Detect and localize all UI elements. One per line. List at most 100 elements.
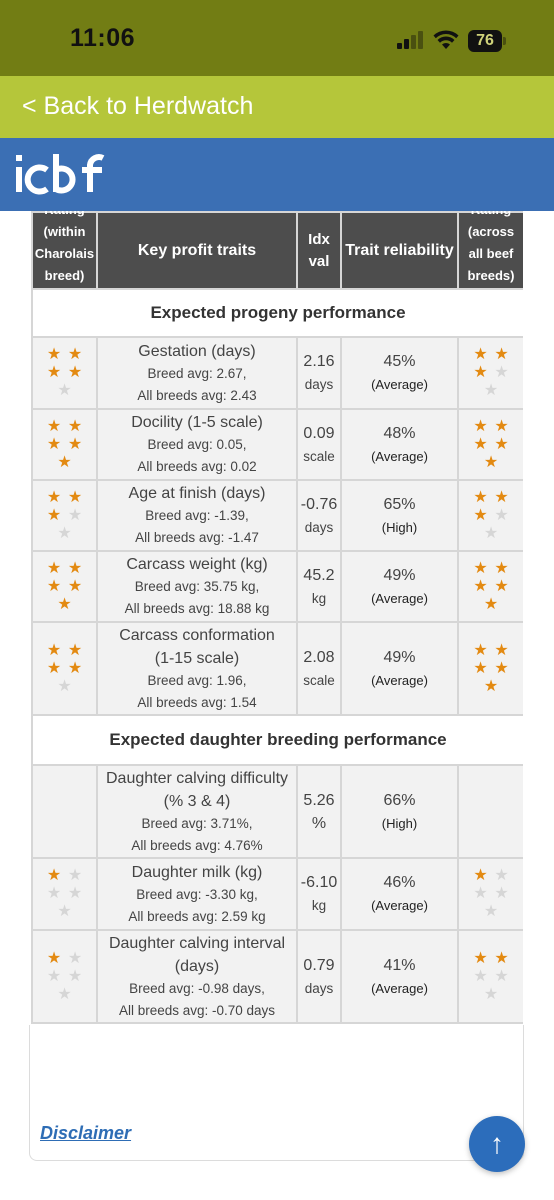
star-empty-icon: ★ <box>473 885 488 902</box>
star-filled-icon: ★ <box>494 488 509 506</box>
star-empty-icon: ★ <box>67 867 83 884</box>
trait-cell: Daughter calving difficulty (% 3 & 4) Bree… <box>96 764 298 859</box>
rating-within-breed-stars: ★ ★ ★ ★ ★ <box>42 418 88 472</box>
disclaimer-link[interactable]: Disclaimer <box>40 1123 132 1143</box>
trait-name: (1-15 scale) <box>154 649 240 667</box>
trait-row: ★ ★ ★ ★ ★ Daughter calving interval (days) Bree… <box>31 929 523 1024</box>
breed-average: Breed avg: 1.96, <box>147 672 247 688</box>
star-empty-icon: ★ <box>494 885 509 902</box>
star-empty-icon: ★ <box>494 867 509 884</box>
trait-cell: Carcass conformation (1-15 scale) Breed av… <box>96 621 298 716</box>
star-filled-icon: ★ <box>483 677 499 695</box>
trait-name: (% 3 & 4) <box>163 792 231 810</box>
reliability-percent: 65% <box>383 495 416 513</box>
star-filled-icon: ★ <box>46 346 62 363</box>
back-to-herdwatch-link[interactable]: < Back to Herdwatch <box>22 92 254 120</box>
star-filled-icon: ★ <box>46 364 62 381</box>
trait-name: Daughter calving interval <box>108 934 286 952</box>
trait-name: Docility (1-5 scale) <box>131 414 263 431</box>
index-unit: kg <box>311 898 327 913</box>
scroll-to-top-button[interactable]: ↑ <box>469 1116 525 1172</box>
trait-row: Daughter calving difficulty (% 3 & 4) Bree… <box>31 764 523 859</box>
section-title: Expected progeny performance <box>31 288 523 338</box>
rating-across-breeds-stars: ★ ★ ★ ★ ★ <box>468 867 514 921</box>
rating-across-breeds-stars: ★ ★ ★ ★ ★ <box>468 642 514 696</box>
star-empty-icon: ★ <box>473 967 488 985</box>
header-trait-reliability: Trait reliability <box>340 211 459 290</box>
cellular-signal-icon <box>397 31 425 49</box>
all-breeds-average: All breeds avg: -0.70 days <box>118 1002 276 1018</box>
breed-average: Breed avg: 0.05, <box>147 437 247 452</box>
star-empty-icon: ★ <box>57 985 72 1003</box>
rating-across-breeds-stars: ★ ★ ★ ★ ★ <box>468 560 514 614</box>
reliability-percent: 48% <box>383 424 416 442</box>
star-filled-icon: ★ <box>494 435 509 453</box>
rating-across-breeds-stars: ★ ★ ★ ★ ★ <box>468 950 514 1004</box>
rating-within-breed-cell: ★ ★ ★ ★ ★ <box>31 550 98 623</box>
star-filled-icon: ★ <box>494 577 509 595</box>
rating-within-breed-stars: ★ ★ ★ ★ ★ <box>42 560 88 614</box>
trait-cell: Carcass weight (kg) Breed avg: 35.75 kg, A… <box>96 550 298 623</box>
star-filled-icon: ★ <box>67 346 83 363</box>
star-empty-icon: ★ <box>57 524 72 542</box>
wifi-icon <box>433 30 459 49</box>
all-breeds-average: All breeds avg: 18.88 kg <box>124 601 270 616</box>
reliability-label: (Average) <box>371 672 428 688</box>
icbf-logo: icbf <box>16 154 105 195</box>
section-title: Expected daughter breeding performance <box>31 714 523 766</box>
rating-across-breeds-cell: ★ ★ ★ ★ ★ <box>457 929 523 1024</box>
index-unit: kg <box>311 590 327 606</box>
star-filled-icon: ★ <box>57 595 72 613</box>
breed-average: Breed avg: 2.67, <box>147 365 247 381</box>
rating-within-breed-stars: ★ ★ ★ ★ ★ <box>42 489 88 543</box>
reliability-cell: 46% (Average) <box>340 857 459 931</box>
rating-within-breed-cell: ★ ★ ★ ★ ★ <box>31 621 98 716</box>
star-filled-icon: ★ <box>46 506 62 524</box>
star-filled-icon: ★ <box>46 949 62 967</box>
reliability-percent: 66% <box>383 791 416 809</box>
rating-within-breed-cell: ★ ★ ★ ★ ★ <box>31 857 98 931</box>
star-empty-icon: ★ <box>483 524 499 542</box>
star-filled-icon: ★ <box>57 453 72 471</box>
trait-name: Carcass weight (kg) <box>126 556 268 573</box>
star-filled-icon: ★ <box>67 364 83 381</box>
star-filled-icon: ★ <box>494 659 509 677</box>
index-value: 45.2 <box>303 566 335 584</box>
reliability-percent: 49% <box>383 648 416 666</box>
all-breeds-average: All breeds avg: 1.54 <box>137 694 257 710</box>
rating-across-breeds-cell: ★ ★ ★ ★ ★ <box>457 621 523 716</box>
star-filled-icon: ★ <box>46 659 62 677</box>
star-empty-icon: ★ <box>57 903 72 920</box>
breed-average: Breed avg: -0.98 days, <box>129 980 265 996</box>
reliability-label: (Average) <box>371 590 428 606</box>
reliability-cell: 48% (Average) <box>340 408 459 481</box>
reliability-label: (Average) <box>371 448 428 464</box>
reliability-label: (Average) <box>371 377 428 392</box>
reliability-label: (High) <box>381 815 418 831</box>
star-empty-icon: ★ <box>494 364 509 381</box>
reliability-cell: 49% (Average) <box>340 550 459 623</box>
index-value-cell: -6.10 kg <box>296 857 342 931</box>
index-value-cell: 5.26% <box>296 764 342 859</box>
reliability-cell: 41% (Average) <box>340 929 459 1024</box>
star-empty-icon: ★ <box>46 885 62 902</box>
rating-within-breed-stars: ★ ★ ★ ★ ★ <box>42 346 88 400</box>
star-filled-icon: ★ <box>494 559 509 577</box>
star-filled-icon: ★ <box>67 488 83 506</box>
trait-cell: Gestation (days) Breed avg: 2.67, All bree… <box>96 336 298 410</box>
trait-row: ★ ★ ★ ★ ★ Docility (1-5 scale) Breed avg: 0.05… <box>31 408 523 481</box>
rating-within-breed-stars: ★ ★ ★ ★ ★ <box>42 642 88 696</box>
index-value-cell: 0.09 scale <box>296 408 342 481</box>
rating-within-breed-cell <box>31 764 98 859</box>
trait-row: ★ ★ ★ ★ ★ Carcass weight (kg) Breed avg: 35.75… <box>31 550 523 623</box>
rating-across-breeds-cell: ★ ★ ★ ★ ★ <box>457 479 523 552</box>
battery-level: 76 <box>468 30 502 52</box>
star-filled-icon: ★ <box>473 346 488 363</box>
reliability-label: (High) <box>381 519 418 535</box>
index-unit: % <box>311 814 327 832</box>
star-empty-icon: ★ <box>483 903 499 920</box>
star-filled-icon: ★ <box>483 453 499 471</box>
index-unit: days <box>304 980 334 996</box>
